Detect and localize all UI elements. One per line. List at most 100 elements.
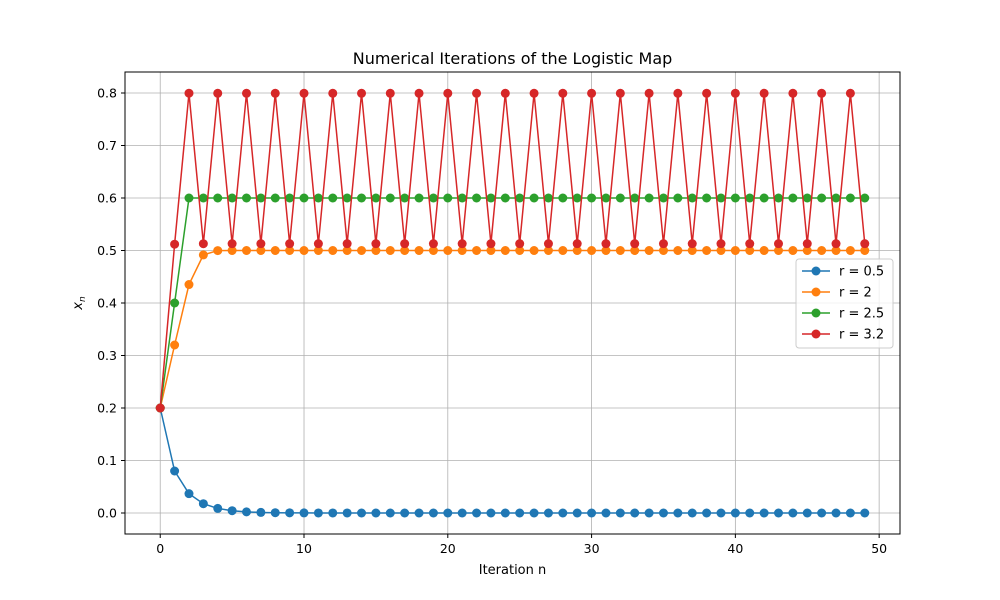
data-point	[414, 193, 424, 203]
series-r-2	[155, 246, 870, 413]
data-point	[371, 193, 381, 203]
data-point	[529, 508, 539, 518]
data-point	[184, 489, 194, 499]
data-point	[227, 193, 237, 203]
data-point	[745, 193, 755, 203]
data-point	[170, 298, 180, 308]
data-point	[241, 88, 251, 98]
y-axis-label-subscript: n	[78, 296, 88, 302]
data-point	[802, 246, 812, 255]
data-point	[558, 88, 568, 98]
data-point	[745, 246, 755, 255]
data-point	[472, 88, 482, 98]
data-point	[414, 246, 424, 255]
y-axis-label-main: x	[71, 302, 86, 311]
data-point	[414, 508, 424, 518]
y-tick-label: 0.5	[97, 243, 117, 258]
data-point	[472, 246, 482, 255]
x-tick-label: 10	[296, 541, 312, 556]
data-point	[601, 246, 611, 255]
series-layer	[155, 88, 870, 518]
data-point	[587, 193, 597, 203]
data-point	[299, 193, 309, 203]
data-point	[572, 246, 582, 255]
legend-box	[795, 258, 894, 349]
data-point	[184, 280, 194, 290]
y-tick-label: 0.6	[97, 191, 117, 206]
data-point	[270, 88, 280, 98]
data-point	[400, 508, 410, 518]
legend-marker	[811, 266, 821, 276]
x-tick-label: 0	[156, 541, 164, 556]
data-point	[845, 508, 855, 518]
data-point	[328, 508, 338, 518]
series-r-3-2	[155, 88, 870, 413]
data-point	[486, 508, 496, 518]
data-point	[860, 246, 870, 255]
data-point	[774, 239, 784, 249]
data-point	[443, 508, 453, 518]
data-point	[342, 508, 352, 518]
data-point	[630, 193, 640, 203]
data-point	[357, 88, 367, 98]
data-point	[328, 88, 338, 98]
data-point	[428, 246, 438, 255]
data-point	[500, 246, 510, 255]
data-point	[845, 193, 855, 203]
data-point	[285, 193, 295, 203]
data-point	[601, 508, 611, 518]
data-point	[400, 239, 410, 249]
data-point	[472, 508, 482, 518]
data-point	[759, 88, 769, 98]
series-line	[159, 249, 865, 409]
data-point	[615, 88, 625, 98]
data-point	[414, 88, 424, 98]
y-tick-label: 0.8	[97, 86, 117, 101]
y-tick-label: 0.4	[97, 296, 117, 311]
x-tick-label: 30	[584, 541, 600, 556]
data-point	[658, 508, 668, 518]
data-point	[241, 246, 251, 255]
data-point	[860, 193, 870, 203]
data-point	[716, 508, 726, 518]
data-point	[817, 508, 827, 518]
data-point	[443, 193, 453, 203]
legend-item: r = 3.2	[802, 328, 884, 343]
data-point	[342, 239, 352, 249]
data-point	[860, 239, 870, 249]
data-point	[428, 193, 438, 203]
data-point	[385, 193, 395, 203]
data-point	[759, 508, 769, 518]
data-point	[170, 466, 180, 476]
data-point	[213, 246, 223, 256]
data-point	[256, 239, 266, 249]
data-point	[702, 88, 712, 98]
data-point	[558, 193, 568, 203]
data-point	[543, 239, 553, 249]
data-point	[184, 193, 194, 203]
data-point	[371, 508, 381, 518]
data-point	[788, 88, 798, 98]
data-point	[802, 193, 812, 203]
series-r-2-5	[155, 193, 870, 413]
legend-item: r = 2	[802, 286, 872, 301]
data-point	[774, 508, 784, 518]
data-point	[644, 508, 654, 518]
y-tick-label: 0.0	[97, 506, 117, 521]
data-point	[342, 193, 352, 203]
legend-marker	[811, 287, 821, 297]
data-point	[500, 193, 510, 203]
data-point	[802, 508, 812, 518]
data-point	[774, 246, 784, 255]
data-point	[515, 508, 525, 518]
y-tick-label: 0.7	[97, 138, 117, 153]
data-point	[385, 88, 395, 98]
data-point	[457, 193, 467, 203]
data-point	[270, 246, 280, 255]
chart-title: Numerical Iterations of the Logistic Map	[353, 49, 673, 68]
data-point	[615, 193, 625, 203]
data-point	[572, 508, 582, 518]
data-point	[817, 88, 827, 98]
data-point	[745, 508, 755, 518]
